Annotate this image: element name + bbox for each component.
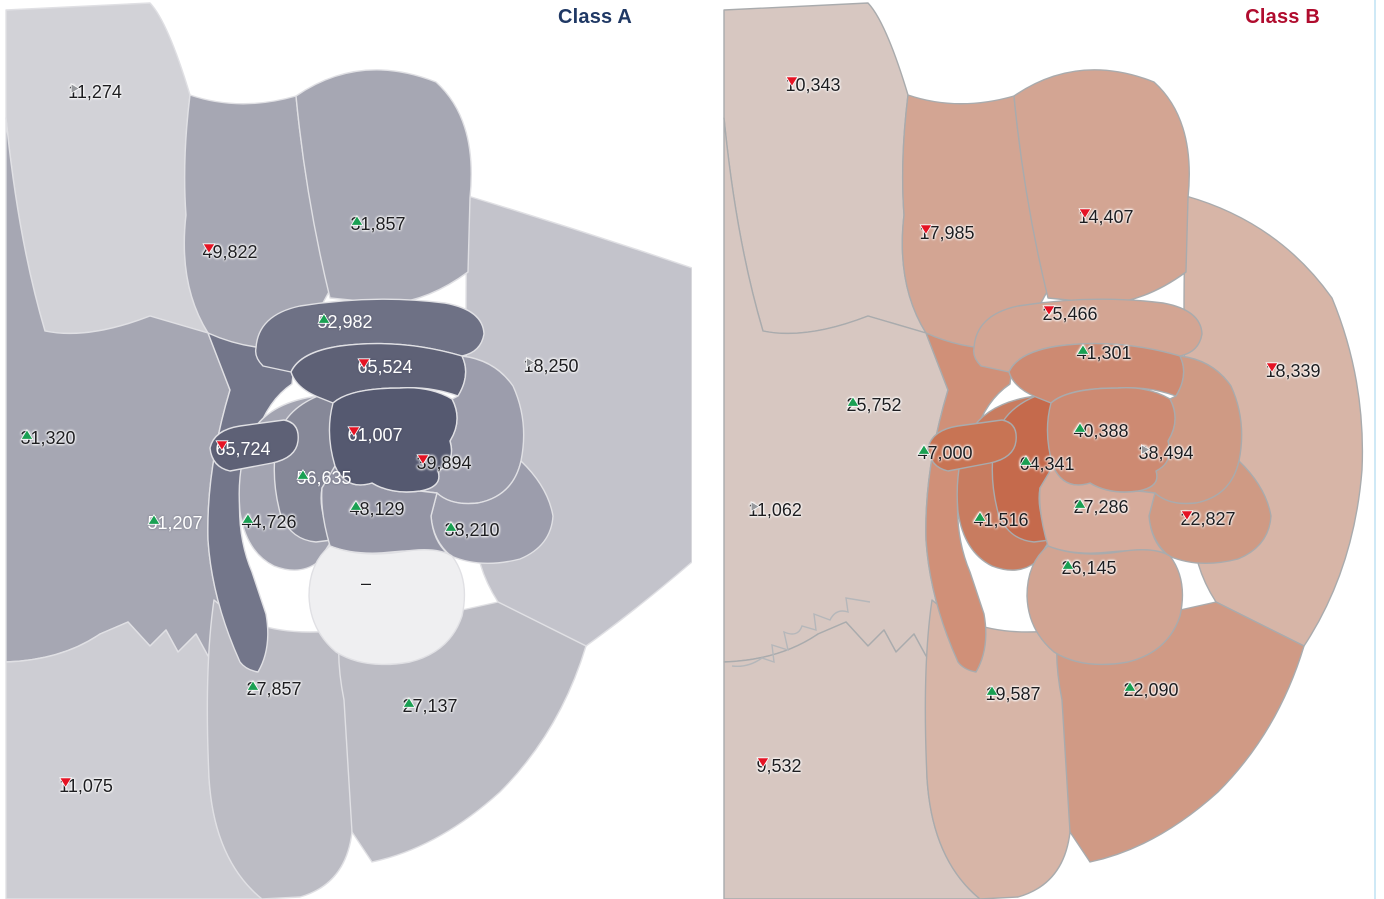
window-edge-line bbox=[1374, 0, 1376, 899]
river-line bbox=[731, 597, 871, 668]
class-b-regions bbox=[723, 2, 1364, 899]
region-hole[interactable] bbox=[1026, 545, 1184, 666]
map-class-b: 10,343 17,985 14,407 25,466 41,301 18,339 25,7… bbox=[718, 0, 1384, 899]
map-class-a: 11,274 49,822 31,857 52,982 65,524 18,250 61,0… bbox=[5, 2, 692, 899]
class-a-regions bbox=[5, 2, 692, 899]
region-core[interactable] bbox=[1046, 387, 1176, 493]
region-w_dark[interactable] bbox=[925, 332, 1015, 673]
region-n_right[interactable] bbox=[295, 69, 472, 305]
region-enclave[interactable] bbox=[209, 419, 299, 472]
region-n_right[interactable] bbox=[1013, 69, 1190, 305]
region-hole[interactable] bbox=[308, 545, 466, 666]
region-w_dark[interactable] bbox=[207, 332, 297, 673]
map-a-title: Class A bbox=[557, 6, 632, 28]
map-b-title: Class B bbox=[1245, 6, 1320, 28]
region-core[interactable] bbox=[328, 387, 458, 493]
region-nw_outer[interactable] bbox=[723, 2, 927, 335]
region-enclave[interactable] bbox=[927, 419, 1017, 472]
region-nw_outer[interactable] bbox=[5, 2, 209, 335]
